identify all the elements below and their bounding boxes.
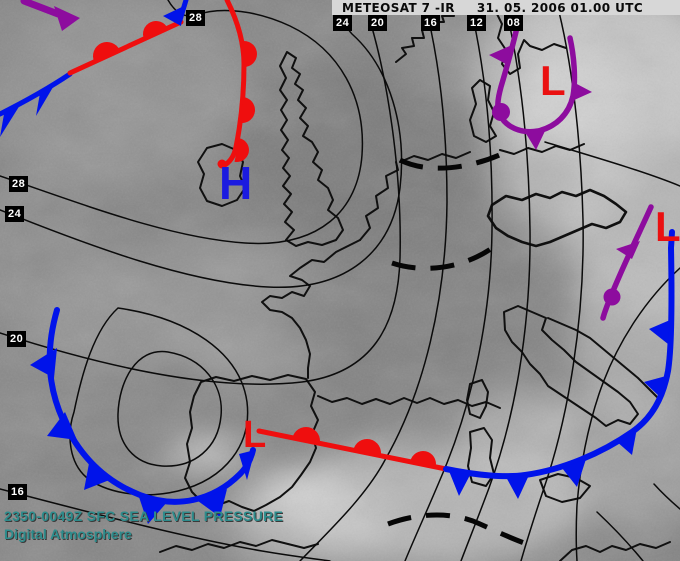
coastline-denmark xyxy=(469,79,497,143)
cold-front-atlantic-triangles xyxy=(30,348,255,524)
product-annotation-line2: Digital Atmosphere xyxy=(4,526,132,542)
occluded-front-balkans xyxy=(600,204,654,321)
warm-front-northeast-atlantic-bumps xyxy=(93,21,168,62)
isobar-right-mid xyxy=(575,267,680,561)
occluded-front-balkans-symbols xyxy=(603,241,640,306)
cold-front-top-left-triangles xyxy=(0,82,56,137)
trough-north xyxy=(398,147,512,171)
isobar-1024 xyxy=(0,0,403,288)
isobar-label-top-24: 24 xyxy=(333,15,353,31)
border-central-europe xyxy=(486,188,628,248)
occluded-front-top-left-corner-symbol xyxy=(54,6,80,31)
warm-front-west-of-britain-bumps xyxy=(217,41,257,169)
isobar-label-top-12: 12 xyxy=(467,15,487,31)
low-pressure-symbol-east-edge: L xyxy=(655,203,680,250)
trough-lines xyxy=(387,147,531,548)
coastline-italy xyxy=(503,305,639,427)
cold-front-adriatic-italy-triangles xyxy=(449,320,670,499)
cold-front-atlantic xyxy=(46,307,256,505)
fronts xyxy=(0,0,675,524)
coastline-sicily xyxy=(539,473,591,503)
isobar-bottom-right-b xyxy=(653,483,680,510)
isobar-right-top xyxy=(544,141,680,187)
cold-front-north-stub-triangle xyxy=(163,6,184,26)
low-pressure-symbol-baltic: L xyxy=(540,57,566,104)
isobar-label-top-20: 20 xyxy=(368,15,388,31)
coastline-france xyxy=(261,239,361,379)
product-annotation-line1: 2350-0049Z SFC SEA LEVEL PRESSURE xyxy=(4,508,284,524)
isobar-iberia-outer xyxy=(69,307,249,496)
coastline-sardinia xyxy=(467,427,495,487)
coastline-north-africa-west xyxy=(159,539,319,553)
coastline-sweden xyxy=(495,0,567,75)
isobar-1012 xyxy=(404,0,493,561)
isobar-1008 xyxy=(460,0,531,561)
isobar-bottom-right-a xyxy=(596,511,644,561)
isobar-iberia-inner xyxy=(117,350,222,467)
warm-front-west-of-britain xyxy=(220,0,247,169)
isobar-label-left-28: 28 xyxy=(9,176,29,192)
isobar-label-top-08: 08 xyxy=(504,15,524,31)
coastline-adriatic-east xyxy=(547,317,659,399)
isobar-label-top-16: 16 xyxy=(421,15,441,31)
cold-front-top-left xyxy=(0,71,73,117)
isobar-1016-west xyxy=(0,488,331,561)
high-pressure-symbol: H xyxy=(219,157,253,209)
isobar-label-left-20: 20 xyxy=(7,331,27,347)
trough-south xyxy=(387,512,531,548)
isobar-label-left-24: 24 xyxy=(5,206,25,222)
coastline-netherlands xyxy=(359,161,399,241)
isobar-label-top-28: 28 xyxy=(186,10,206,26)
isobar-label-left-16: 16 xyxy=(8,484,28,500)
warm-front-mediterranean xyxy=(256,428,449,472)
coastline-britain xyxy=(279,51,344,247)
header-band: METEOSAT 7 -IR 31. 05. 2006 01.00 UTC xyxy=(332,0,680,15)
occluded-front-baltic-symbols xyxy=(489,45,592,150)
timestamp: 31. 05. 2006 01.00 UTC xyxy=(476,0,644,15)
trough-central xyxy=(391,243,497,271)
low-pressure-symbol-mediterranean: L xyxy=(243,414,267,456)
coastline-gulf-of-lion xyxy=(317,395,501,409)
warm-front-mediterranean-bumps xyxy=(292,427,436,467)
satellite-title: METEOSAT 7 -IR xyxy=(342,0,455,15)
occluded-front-top-left-corner xyxy=(20,0,62,18)
isobar-1016-east xyxy=(299,0,448,561)
coastlines xyxy=(159,0,671,561)
